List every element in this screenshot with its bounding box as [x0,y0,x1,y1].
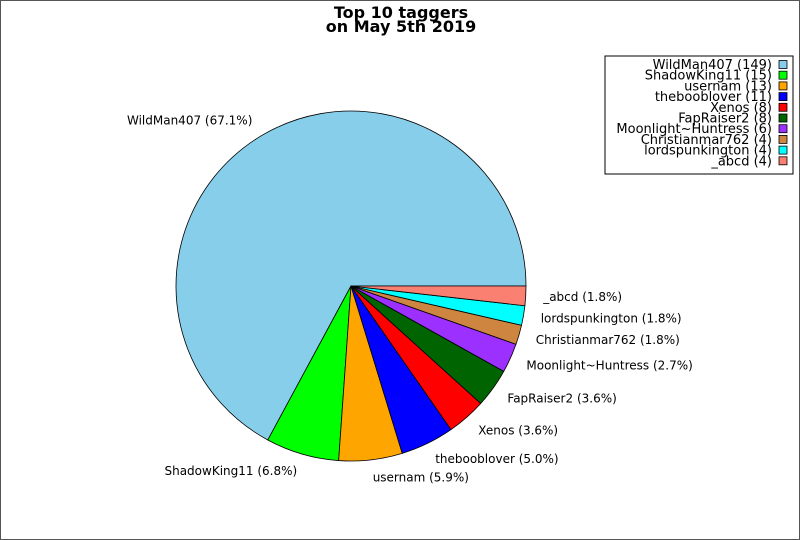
legend: WildMan407 (149)ShadowKing11 (15)usernam… [604,55,794,175]
legend-swatch-usernam [778,81,788,91]
pie-slices [175,110,527,462]
slice-wildman407 [175,110,527,441]
legend-swatch-thebooblover [778,92,788,101]
legend-label-wildman407: WildMan407 (149) [653,58,772,73]
legend-label-christianmar762: Christianmar762 (4) [641,133,772,148]
chart-title: Top 10 taggers [334,3,468,22]
slice-label-xenos: Xenos (3.6%) [478,424,558,438]
slice-label-christianmar762: Christianmar762 (1.8%) [536,333,680,347]
legend-swatch-xenos [778,102,788,112]
legend-label-moonlight-huntress: Moonlight~Huntress (6) [616,122,772,137]
legend-box [604,55,794,175]
slice-abcd [350,285,527,307]
slice-label-thebooblover: thebooblover (5.0%) [435,452,558,466]
legend-swatch-fapraiser2 [778,113,788,123]
legend-swatch-abcd [778,156,788,166]
legend-swatch-wildman407 [778,60,788,69]
chart-subtitle: on May 5th 2019 [326,17,476,36]
slice-label-fapraiser2: FapRaiser2 (3.6%) [507,391,616,405]
legend-label-xenos: Xenos (8) [710,101,772,116]
legend-swatch-lordspunkington [778,145,788,155]
legend-label-lordspunkington: lordspunkington (4) [644,144,772,159]
legend-label-thebooblover: thebooblover (11) [655,90,772,105]
legend-swatch-shadowking11 [778,70,788,80]
pie-labels: WildMan407 (67.1%) ShadowKing11 (6.8%) use… [127,114,693,485]
slice-label-shadowking11: ShadowKing11 (6.8%) [164,464,297,478]
legend-label-usernam: usernam (13) [684,79,772,94]
legend-swatch-christianmar762 [778,134,788,144]
slice-label-abcd: _abcd (1.8%) [542,290,622,304]
slice-label-wildman407: WildMan407 (67.1%) [127,114,252,128]
legend-label-abcd: _abcd (4) [710,154,772,169]
slice-label-usernam: usernam (5.9%) [373,470,469,484]
slice-label-moonlight-huntress: Moonlight~Huntress (2.7%) [526,358,692,372]
legend-label-fapraiser2: FapRaiser2 (8) [678,112,772,127]
legend-swatch-moonlight-huntress [778,124,788,134]
slice-label-lordspunkington: lordspunkington (1.8%) [541,312,682,326]
legend-label-shadowking11: ShadowKing11 (15) [645,69,772,84]
